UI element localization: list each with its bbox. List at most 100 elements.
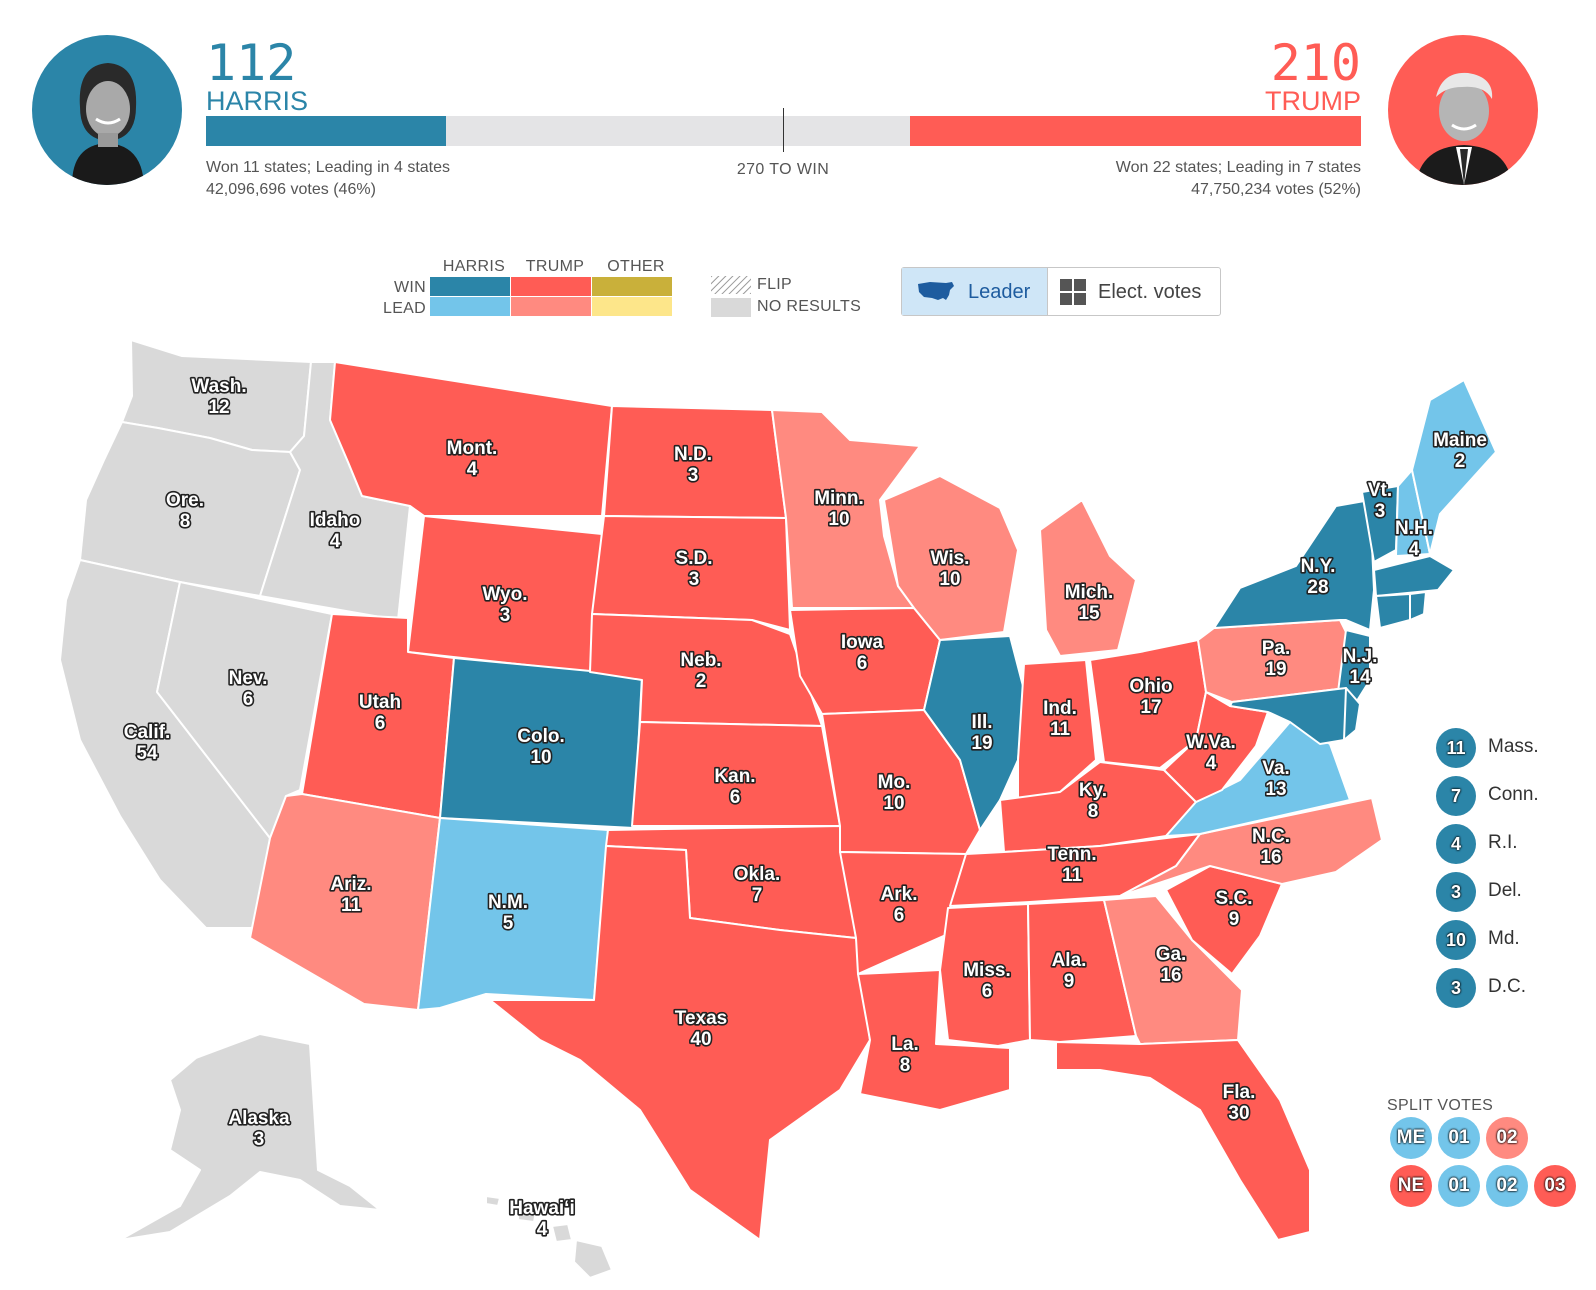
state-label-wyo: Wyo.	[482, 584, 527, 605]
state-label-calif: Calif.	[124, 722, 170, 743]
trump-name: TRUMP	[1265, 86, 1361, 116]
state-label-n-c: N.C.	[1252, 826, 1290, 847]
state-label-mont: Mont.	[447, 438, 498, 459]
legend-swatch-harris-win	[430, 277, 510, 296]
legend-swatch-other-win	[592, 277, 672, 296]
legend-col-harris: HARRIS	[442, 258, 506, 275]
state-label-wash: Wash.	[191, 376, 246, 397]
state-label-va: Va.	[1262, 758, 1289, 779]
us-map-icon	[918, 282, 954, 300]
state-n-y[interactable]	[1213, 499, 1375, 631]
state-ev-neb: 2	[696, 671, 707, 692]
state-ev-ind: 11	[1050, 719, 1071, 740]
state-ev-wyo: 3	[500, 605, 511, 626]
state-minn[interactable]	[771, 409, 921, 609]
state-ev-ga: 16	[1160, 965, 1181, 986]
state-ev-vt: 3	[1375, 501, 1386, 522]
split-vote-maine-01[interactable]: 01	[1438, 1117, 1480, 1159]
state-ev-pa: 19	[1265, 659, 1286, 680]
state-ev-ore: 8	[180, 511, 191, 532]
state-texas[interactable]	[489, 845, 871, 1241]
state-del[interactable]	[1343, 687, 1361, 741]
state-ev-kan: 6	[730, 787, 741, 808]
legend-swatch-trump-lead	[511, 297, 591, 316]
split-vote-nebraska-02[interactable]: 02	[1486, 1165, 1528, 1207]
state-label-s-d: S.D.	[676, 548, 713, 569]
state-label-miss: Miss.	[963, 960, 1011, 981]
state-ev-texas: 40	[690, 1029, 711, 1050]
state-label-ind: Ind.	[1043, 698, 1077, 719]
state-w-va[interactable]	[1163, 691, 1269, 803]
state-ev-s-d: 3	[689, 569, 700, 590]
state-ev-n-y: 28	[1307, 577, 1328, 598]
legend-col-other: OTHER	[607, 258, 665, 275]
state-ev-s-c: 9	[1229, 909, 1240, 930]
state-ev-ark: 6	[894, 905, 905, 926]
state-ev-ky: 8	[1088, 801, 1099, 822]
state-fla[interactable]	[1055, 1039, 1311, 1241]
state-conn[interactable]	[1375, 593, 1411, 629]
trump-avatar	[1388, 35, 1538, 185]
small-state-ev: 3	[1450, 882, 1461, 902]
legend-col-trump: TRUMP	[525, 258, 585, 275]
state-ev-hawai-i: 4	[537, 1219, 548, 1240]
state-ala[interactable]	[1027, 899, 1137, 1043]
grid-icon	[1060, 279, 1086, 305]
state-ev-calif: 54	[136, 743, 158, 764]
state-label-ga: Ga.	[1156, 944, 1187, 965]
split-vote-nebraska-01[interactable]: 01	[1438, 1165, 1480, 1207]
leader-view-button[interactable]: Leader	[902, 268, 1048, 315]
state-label-n-j: N.J.	[1343, 646, 1378, 667]
legend-swatch-other-lead	[592, 297, 672, 316]
trump-popular-vote: 47,750,234 votes (52%)	[1191, 181, 1361, 198]
state-ark[interactable]	[839, 851, 967, 975]
split-vote-maine-02[interactable]: 02	[1486, 1117, 1528, 1159]
state-label-ore: Ore.	[166, 490, 204, 511]
small-state-circle	[1436, 872, 1476, 912]
win-threshold-marker	[783, 108, 784, 152]
state-ev-alaska: 3	[254, 1129, 265, 1150]
state-label-mich: Mich.	[1065, 582, 1114, 603]
split-vote-nebraska-03[interactable]: 03	[1534, 1165, 1576, 1207]
view-toggle: Leader Elect. votes	[901, 267, 1221, 316]
elect-votes-view-button[interactable]: Elect. votes	[1048, 268, 1220, 315]
state-label-wis: Wis.	[931, 548, 970, 569]
small-state-ev: 7	[1450, 786, 1461, 806]
small-state-circle	[1436, 776, 1476, 816]
state-colo[interactable]	[439, 657, 643, 829]
harris-popular-vote: 42,096,696 votes (46%)	[206, 181, 376, 198]
state-ev-n-h: 4	[1409, 539, 1420, 560]
split-vote-nebraska-ne[interactable]: NE	[1390, 1165, 1432, 1207]
state-mass[interactable]	[1373, 555, 1455, 597]
state-ev-w-va: 4	[1206, 753, 1217, 774]
state-hawai-i[interactable]	[485, 1195, 613, 1279]
state-label-alaska: Alaska	[228, 1108, 290, 1129]
state-ev-mich: 15	[1078, 603, 1100, 624]
legend-row-lead: LEAD	[383, 300, 426, 317]
small-state-circle	[1436, 728, 1476, 768]
state-s-d[interactable]	[591, 515, 791, 631]
split-vote-maine-me[interactable]: ME	[1390, 1117, 1432, 1159]
state-wis[interactable]	[883, 475, 1019, 641]
state-label-ark: Ark.	[881, 884, 918, 905]
state-label-ala: Ala.	[1052, 950, 1087, 971]
state-label-minn: Minn.	[814, 488, 864, 509]
state-label-fla: Fla.	[1223, 1082, 1256, 1103]
state-label-ill: Ill.	[971, 712, 992, 733]
state-r-i[interactable]	[1409, 591, 1427, 621]
legend-swatch-flip	[711, 276, 751, 294]
state-la[interactable]	[857, 969, 1011, 1111]
state-label-tenn: Tenn.	[1047, 844, 1096, 865]
small-state-name: Del.	[1488, 880, 1522, 901]
state-ga[interactable]	[1103, 895, 1243, 1045]
state-ev-n-c: 16	[1260, 847, 1281, 868]
state-maine[interactable]	[1411, 379, 1497, 555]
legend-row-win: WIN	[393, 279, 426, 296]
state-alaska[interactable]	[119, 1033, 381, 1241]
harris-ev-count: 112	[206, 34, 297, 92]
small-state-ev: 4	[1450, 834, 1461, 854]
legend-swatch-no-results	[711, 298, 751, 317]
trump-ev-count: 210	[1270, 34, 1361, 92]
state-mich[interactable]	[1039, 499, 1137, 657]
